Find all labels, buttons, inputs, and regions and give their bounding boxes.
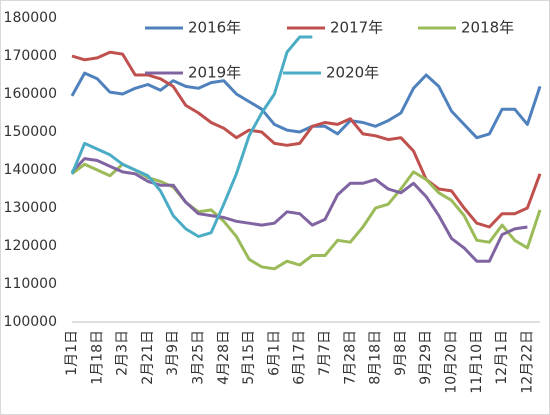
series-line: [70, 71, 542, 140]
legend-label: 2016年: [188, 19, 241, 37]
x-tick-label: 11月10日: [469, 330, 485, 394]
x-tick-label: 4月28日: [216, 330, 232, 385]
y-tick-label: 140000: [4, 162, 57, 178]
x-tick-label: 9月29日: [418, 330, 434, 385]
y-tick-label: 180000: [4, 10, 57, 26]
x-tick-label: 5月15日: [241, 330, 257, 385]
x-tick-label: 2月21日: [140, 330, 156, 385]
x-tick-label: 6月17日: [292, 330, 308, 385]
y-tick-label: 120000: [4, 238, 57, 254]
x-tick-label: 3月25日: [190, 330, 206, 385]
x-tick-label: 12月1日: [494, 330, 510, 385]
x-tick-label: 12月22日: [519, 330, 535, 394]
y-tick-label: 100000: [4, 314, 57, 330]
legend-label: 2020年: [326, 64, 379, 82]
y-tick-label: 150000: [4, 124, 57, 140]
y-tick-label: 130000: [4, 200, 57, 216]
x-tick-label: 9月8日: [393, 330, 409, 376]
x-tick-label: 1月18日: [89, 330, 105, 385]
x-tick-label: 10月20日: [443, 330, 459, 394]
legend-label: 2017年: [330, 19, 383, 37]
legend-label: 2018年: [461, 19, 514, 37]
series-line: [70, 35, 313, 238]
x-tick-label: 7月7日: [317, 330, 333, 376]
x-tick-label: 1月1日: [64, 330, 80, 376]
legend-label: 2019年: [188, 64, 241, 82]
x-tick-label: 3月9日: [165, 330, 181, 376]
x-tick-label: 6月1日: [266, 330, 282, 376]
y-tick-label: 160000: [4, 86, 57, 102]
x-tick-label: 8月18日: [368, 330, 384, 385]
series-line: [70, 157, 528, 263]
x-tick-label: 7月28日: [342, 330, 358, 385]
x-tick-label: 2月3日: [115, 330, 131, 376]
y-tick-label: 170000: [4, 48, 57, 64]
series-line: [71, 50, 542, 229]
y-tick-label: 110000: [4, 276, 57, 292]
